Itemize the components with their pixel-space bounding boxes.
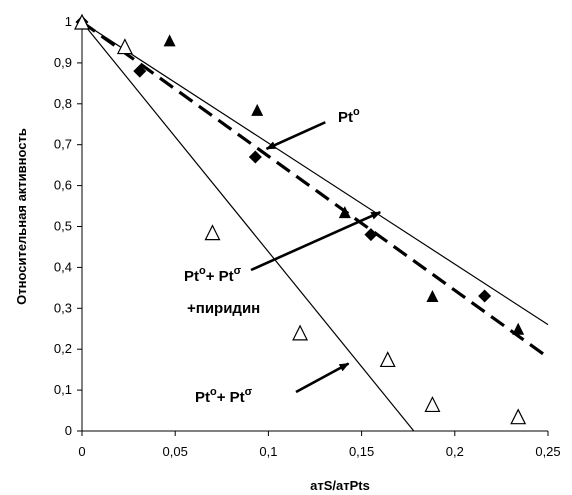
label-pt0-pts-pyridine-line1-part: Pt xyxy=(184,268,199,285)
label-pt0-pts-part: Pt xyxy=(195,389,210,406)
y-axis-title: Относительная активность xyxy=(14,128,29,305)
x-tick-label: 0,05 xyxy=(163,444,188,459)
filled-triangle-point xyxy=(426,290,439,303)
label-pt0-pts-pyridine-line1: Pto+ Ptσ xyxy=(184,265,242,285)
open-triangle-point xyxy=(379,351,396,368)
diamond-point xyxy=(364,228,378,242)
y-tick-label: 0,4 xyxy=(54,259,72,274)
open-triangle-point xyxy=(74,13,90,30)
y-tick-label: 0,8 xyxy=(54,96,72,111)
label-pt0-pts-pyridine-line1-part: + Pt xyxy=(206,268,234,285)
filled-triangle-point xyxy=(163,34,176,47)
label-pt0-pts-part: o xyxy=(210,386,217,398)
label-pt0-base: Pt xyxy=(338,109,353,126)
label-pt0-pts: Pto+ Ptσ xyxy=(195,386,253,406)
axes: 0 0,1 0,2 0,3 0,4 0,5 0,6 0,7 0,8 0,9 1 0 0,05 0,1 0,1… xyxy=(54,14,561,459)
y-tick-label: 0,7 xyxy=(54,137,72,152)
y-tick-label: 0 xyxy=(65,423,72,438)
label-pt0-pts-part: σ xyxy=(245,386,253,398)
x-tick-label: 0 xyxy=(78,444,85,459)
open-triangle-point xyxy=(424,396,441,413)
y-tick-label: 0,2 xyxy=(54,341,72,356)
arrow-pt0 xyxy=(265,121,326,150)
open-triangle-point xyxy=(204,224,221,241)
markers xyxy=(74,13,527,425)
label-pt0-pts-pyridine-line1-part: σ xyxy=(234,265,242,277)
y-tick-label: 0,9 xyxy=(54,55,72,70)
diamond-point xyxy=(248,150,262,164)
y-tick-label: 0,5 xyxy=(54,219,72,234)
arrow-pt0-pts xyxy=(295,362,350,394)
x-tick-label: 0,25 xyxy=(535,444,560,459)
x-tick-label: 0,2 xyxy=(446,444,464,459)
x-tick-label: 0,1 xyxy=(259,444,277,459)
fit-line-2 xyxy=(81,20,549,359)
label-pt0-pts-part: + Pt xyxy=(217,389,245,406)
label-pt0-pts-pyridine-line1-part: o xyxy=(199,265,206,277)
fit-line-3 xyxy=(81,21,415,432)
diamond-point xyxy=(133,64,147,78)
label-pt0-sup: o xyxy=(353,106,360,118)
diamond-point xyxy=(478,289,492,303)
filled-triangle-point xyxy=(251,103,264,116)
open-triangle-point xyxy=(510,408,527,425)
fit-line-1 xyxy=(81,21,549,326)
y-tick-label: 0,6 xyxy=(54,178,72,193)
filled-triangle-point xyxy=(338,206,351,219)
label-pt0: Pto xyxy=(338,106,360,126)
label-pt0-pts-pyridine-line2: +пиридин xyxy=(187,300,260,317)
fit-lines xyxy=(81,20,549,432)
y-tick-label: 1 xyxy=(65,14,72,29)
arrow-pt0-pts-pyridine xyxy=(250,210,382,272)
filled-triangle-point xyxy=(512,322,525,335)
x-axis-title: атS/атPts xyxy=(310,478,370,493)
y-tick-label: 0,3 xyxy=(54,300,72,315)
open-triangle-point xyxy=(116,38,133,55)
x-tick-label: 0,15 xyxy=(349,444,374,459)
y-tick-label: 0,1 xyxy=(54,382,72,397)
open-triangle-point xyxy=(292,324,309,341)
